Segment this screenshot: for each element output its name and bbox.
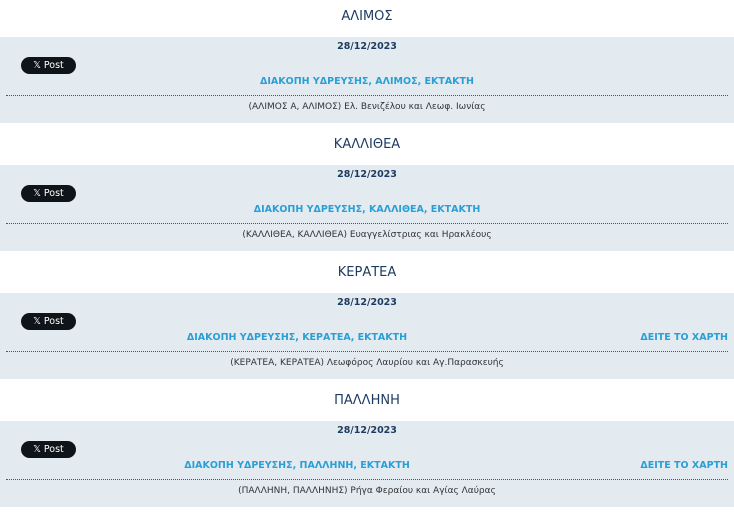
outage-panel: 28/12/2023 𝕏 Post ΔΙΑΚΟΠΗ ΥΔΡΕΥΣΗΣ, ΚΕΡΑ…	[0, 293, 734, 379]
post-label: Post	[43, 188, 64, 199]
outage-panel: 28/12/2023 𝕏 Post ΔΙΑΚΟΠΗ ΥΔΡΕΥΣΗΣ, ΠΑΛΛ…	[0, 421, 734, 507]
outage-section: ΑΛΙΜΟΣ 28/12/2023 𝕏 Post ΔΙΑΚΟΠΗ ΥΔΡΕΥΣΗ…	[0, 0, 734, 128]
outage-title-link[interactable]: ΔΙΑΚΟΠΗ ΥΔΡΕΥΣΗΣ, ΚΕΡΑΤΕΑ, ΕΚΤΑΚΤΗ	[186, 332, 408, 343]
view-map-link[interactable]: ΔΕΙΤΕ ΤΟ ΧΑΡΤΗ	[640, 460, 728, 471]
dotted-divider	[6, 95, 728, 96]
x-logo-icon: 𝕏	[33, 316, 41, 327]
post-label: Post	[43, 316, 64, 327]
outage-title-link[interactable]: ΔΙΑΚΟΠΗ ΥΔΡΕΥΣΗΣ, ΑΛΙΜΟΣ, ΕΚΤΑΚΤΗ	[260, 76, 474, 87]
x-logo-icon: 𝕏	[33, 60, 41, 71]
outage-address: (ΑΛΙΜΟΣ Α, ΑΛΙΜΟΣ) Ελ. Βενιζέλου και Λεω…	[248, 102, 486, 112]
outage-date: 28/12/2023	[337, 297, 397, 308]
town-heading: ΚΕΡΑΤΕΑ	[337, 265, 397, 280]
outage-section: ΚΑΛΛΙΘΕΑ 28/12/2023 𝕏 Post ΔΙΑΚΟΠΗ ΥΔΡΕΥ…	[0, 128, 734, 256]
x-logo-icon: 𝕏	[33, 444, 41, 455]
x-logo-icon: 𝕏	[33, 188, 41, 199]
view-map-link[interactable]: ΔΕΙΤΕ ΤΟ ΧΑΡΤΗ	[640, 332, 728, 343]
outage-address: (ΚΑΛΛΙΘΕΑ, ΚΑΛΛΙΘΕΑ) Ευαγγελίστριας και …	[242, 230, 492, 240]
x-post-button[interactable]: 𝕏 Post	[21, 441, 76, 458]
dotted-divider	[6, 479, 728, 480]
outage-panel: 28/12/2023 𝕏 Post ΔΙΑΚΟΠΗ ΥΔΡΕΥΣΗΣ, ΑΛΙΜ…	[0, 37, 734, 123]
post-label: Post	[43, 60, 64, 71]
outage-section: ΚΕΡΑΤΕΑ 28/12/2023 𝕏 Post ΔΙΑΚΟΠΗ ΥΔΡΕΥΣ…	[0, 256, 734, 384]
town-heading: ΠΑΛΛΗΝΗ	[334, 393, 400, 408]
town-heading: ΚΑΛΛΙΘΕΑ	[333, 137, 401, 152]
x-post-button[interactable]: 𝕏 Post	[21, 57, 76, 74]
outage-address: (ΚΕΡΑΤΕΑ, ΚΕΡΑΤΕΑ) Λεωφόρος Λαυρίου και …	[230, 358, 504, 368]
outage-title-link[interactable]: ΔΙΑΚΟΠΗ ΥΔΡΕΥΣΗΣ, ΚΑΛΛΙΘΕΑ, ΕΚΤΑΚΤΗ	[253, 204, 481, 215]
town-heading: ΑΛΙΜΟΣ	[341, 9, 393, 24]
outage-title-link[interactable]: ΔΙΑΚΟΠΗ ΥΔΡΕΥΣΗΣ, ΠΑΛΛΗΝΗ, ΕΚΤΑΚΤΗ	[184, 460, 410, 471]
post-label: Post	[43, 444, 64, 455]
dotted-divider	[6, 223, 728, 224]
outage-panel: 28/12/2023 𝕏 Post ΔΙΑΚΟΠΗ ΥΔΡΕΥΣΗΣ, ΚΑΛΛ…	[0, 165, 734, 251]
outage-date: 28/12/2023	[337, 41, 397, 52]
outage-date: 28/12/2023	[337, 169, 397, 180]
x-post-button[interactable]: 𝕏 Post	[21, 185, 76, 202]
outage-section: ΠΑΛΛΗΝΗ 28/12/2023 𝕏 Post ΔΙΑΚΟΠΗ ΥΔΡΕΥΣ…	[0, 384, 734, 512]
x-post-button[interactable]: 𝕏 Post	[21, 313, 76, 330]
dotted-divider	[6, 351, 728, 352]
outage-date: 28/12/2023	[337, 425, 397, 436]
outage-address: (ΠΑΛΛΗΝΗ, ΠΑΛΛΗΝΗΣ) Ρήγα Φεραίου και Αγί…	[238, 486, 496, 496]
